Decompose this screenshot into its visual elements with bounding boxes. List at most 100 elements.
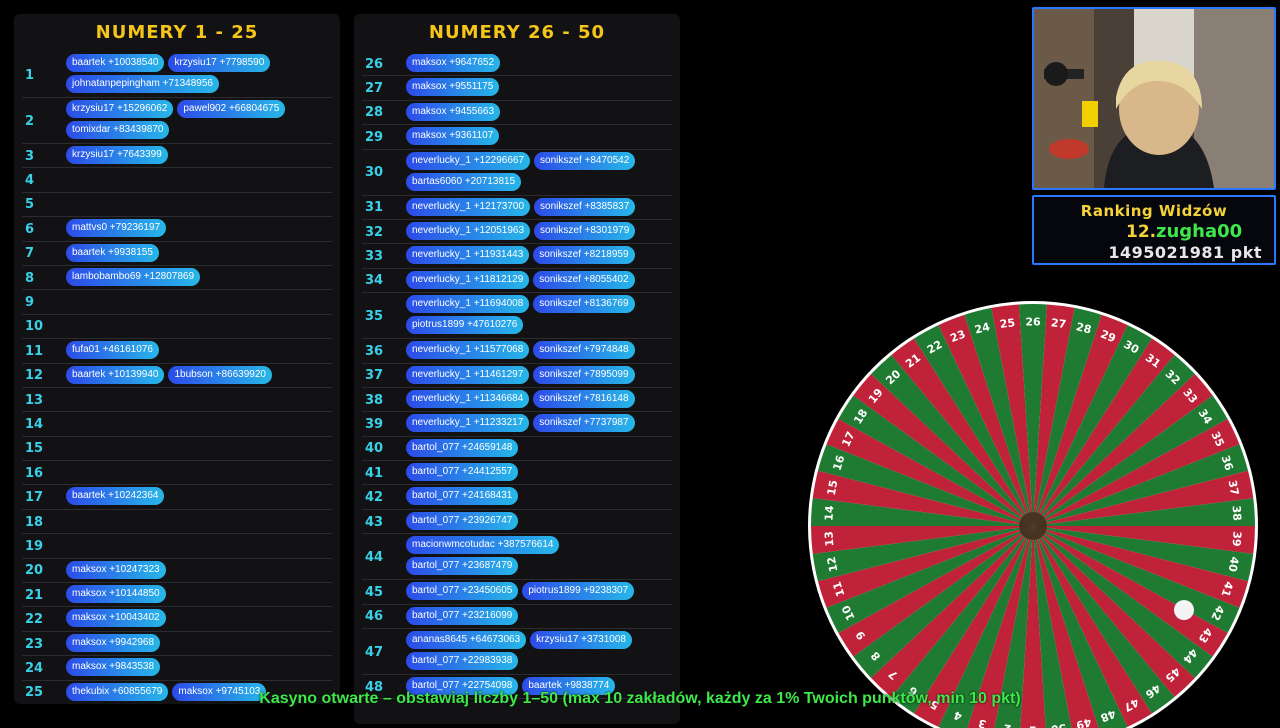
bet-pill: neverlucky_1 +11461297 bbox=[406, 366, 529, 384]
bet-list: bartol_077 +24659148 bbox=[406, 439, 668, 457]
bet-pill: fufa01 +46161076 bbox=[66, 341, 159, 359]
bet-row: 6 mattvs0 +79236197 bbox=[22, 217, 332, 241]
bet-number: 22 bbox=[25, 607, 55, 631]
bet-pill: bartol_077 +23450605 bbox=[406, 582, 518, 600]
bet-list: fufa01 +46161076 bbox=[66, 341, 328, 359]
bet-pill: maksox +9361107 bbox=[406, 127, 499, 145]
ranking-username: zugha00 bbox=[1156, 221, 1242, 242]
bet-number: 16 bbox=[25, 461, 55, 485]
bet-pill: neverlucky_1 +12051963 bbox=[406, 222, 530, 240]
bet-number: 43 bbox=[365, 510, 395, 534]
bet-number: 12 bbox=[25, 364, 55, 388]
bet-pill: sonikszef +7816148 bbox=[533, 390, 634, 408]
bet-list: mattvs0 +79236197 bbox=[66, 219, 328, 237]
bet-pill: sonikszef +8136769 bbox=[533, 295, 634, 313]
bet-number: 11 bbox=[25, 339, 55, 363]
bet-pill: sonikszef +7737987 bbox=[533, 414, 634, 432]
bet-number: 19 bbox=[25, 534, 55, 558]
bet-list: baartek +9938155 bbox=[66, 244, 328, 262]
roulette-ball bbox=[1174, 600, 1194, 620]
bet-pill: lambobambo69 +12807869 bbox=[66, 268, 200, 286]
bet-number: 39 bbox=[365, 412, 395, 436]
bet-row: 8 lambobambo69 +12807869 bbox=[22, 266, 332, 290]
bet-number: 13 bbox=[25, 388, 55, 412]
wheel-number: 25 bbox=[999, 316, 1016, 331]
bet-number: 44 bbox=[365, 534, 395, 580]
bet-list: bartol_077 +24412557 bbox=[406, 463, 668, 481]
bet-pill: krzysiu17 +7798590 bbox=[168, 54, 270, 72]
bet-number: 45 bbox=[365, 580, 395, 604]
bet-number: 14 bbox=[25, 412, 55, 436]
bet-pill: macionwmcotudac +387576614 bbox=[406, 536, 559, 554]
wheel-number: 26 bbox=[1025, 316, 1041, 329]
bet-number: 27 bbox=[365, 76, 395, 100]
bet-pill: bartol_077 +22983938 bbox=[406, 652, 518, 670]
bet-row: 42 bartol_077 +24168431 bbox=[362, 485, 672, 509]
wheel-number: 27 bbox=[1050, 316, 1067, 331]
bet-list: maksox +9361107 bbox=[406, 127, 668, 145]
bet-pill: bartol_077 +23687479 bbox=[406, 557, 518, 575]
bet-pill: krzysiu17 +3731008 bbox=[530, 631, 632, 649]
webcam-feed bbox=[1032, 7, 1276, 190]
bet-pill: krzysiu17 +15296062 bbox=[66, 100, 173, 118]
ranking-points: 1495021981 pkt bbox=[1108, 243, 1262, 262]
bet-row: 14 bbox=[22, 412, 332, 436]
bet-number: 38 bbox=[365, 388, 395, 412]
bet-number: 34 bbox=[365, 269, 395, 293]
bet-number: 23 bbox=[25, 632, 55, 656]
bet-number: 8 bbox=[25, 266, 55, 290]
bet-number: 17 bbox=[25, 485, 55, 509]
bet-pill: maksox +9551175 bbox=[406, 78, 499, 96]
bet-number: 31 bbox=[365, 196, 395, 220]
bet-pill: ananas8645 +64673063 bbox=[406, 631, 526, 649]
bet-number: 29 bbox=[365, 125, 395, 149]
bet-pill: bartol_077 +24412557 bbox=[406, 463, 518, 481]
bet-row: 19 bbox=[22, 534, 332, 558]
bet-pill: neverlucky_1 +12173700 bbox=[406, 198, 530, 216]
bet-row: 10 bbox=[22, 315, 332, 339]
bet-number: 42 bbox=[365, 485, 395, 509]
bet-row: 21 maksox +10144850 bbox=[22, 583, 332, 607]
wheel-number: 13 bbox=[822, 531, 836, 547]
bet-pill: neverlucky_1 +11812129 bbox=[406, 271, 529, 289]
bet-list: maksox +10144850 bbox=[66, 585, 328, 603]
bet-list: baartek +10242364 bbox=[66, 487, 328, 505]
bet-number: 21 bbox=[25, 583, 55, 607]
bet-pill: sonikszef +8301979 bbox=[534, 222, 635, 240]
bet-row: 29 maksox +9361107 bbox=[362, 125, 672, 149]
bet-number: 1 bbox=[25, 52, 55, 98]
bet-row: 27 maksox +9551175 bbox=[362, 76, 672, 100]
bet-pill: sonikszef +7895099 bbox=[533, 366, 634, 384]
bet-number: 36 bbox=[365, 339, 395, 363]
roulette-wheel: 1234567891011121314151617181920212223242… bbox=[806, 298, 1266, 728]
ranking-title: Ranking Widzów bbox=[1034, 202, 1274, 220]
bet-pill: bartol_077 +24168431 bbox=[406, 487, 518, 505]
bet-row: 17 baartek +10242364 bbox=[22, 485, 332, 509]
bet-list: maksox +9551175 bbox=[406, 78, 668, 96]
bet-row: 9 bbox=[22, 290, 332, 314]
bet-pill: piotrus1899 +47610276 bbox=[406, 316, 523, 334]
bet-number: 40 bbox=[365, 437, 395, 461]
bet-pill: maksox +9455663 bbox=[406, 103, 500, 121]
bet-number: 6 bbox=[25, 217, 55, 241]
bet-number: 9 bbox=[25, 290, 55, 314]
bet-number: 32 bbox=[365, 220, 395, 244]
